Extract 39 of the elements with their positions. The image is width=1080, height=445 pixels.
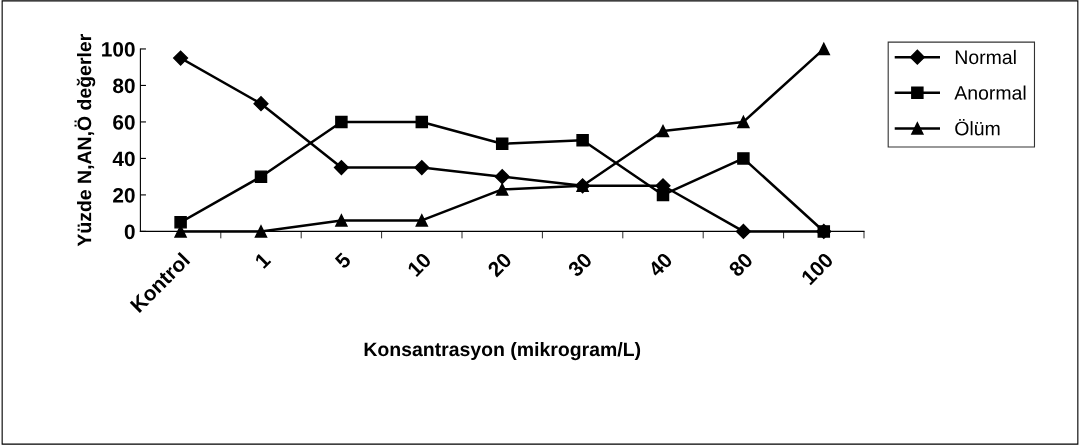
y-tick-label: 0 <box>124 224 135 240</box>
x-axis-title: Konsantrasyon (mikrogram/L) <box>364 341 641 361</box>
point <box>414 159 430 176</box>
point <box>254 170 268 183</box>
x-tick-label: 40 <box>647 251 674 278</box>
point <box>335 214 348 227</box>
point <box>495 183 509 196</box>
point <box>737 152 750 165</box>
point <box>335 115 348 129</box>
legend-label: Ölüm <box>955 118 1000 136</box>
point <box>254 225 268 238</box>
y-tick-label: 60 <box>113 114 135 130</box>
point <box>333 159 349 176</box>
point <box>415 214 429 227</box>
y-axis-title: Yüzde N,AN,Ö değerler <box>74 34 96 247</box>
x-tick-label: 5 <box>334 251 352 270</box>
x-tick-label: 100 <box>800 251 835 286</box>
point <box>173 50 189 66</box>
point <box>415 115 429 129</box>
x-tick-label: 20 <box>486 251 513 278</box>
point <box>494 169 510 185</box>
point <box>253 96 269 112</box>
x-tick-label: 80 <box>727 251 754 278</box>
point <box>576 133 589 147</box>
legend-label: Normal <box>955 49 1016 65</box>
point <box>817 42 831 56</box>
y-tick-label: 100 <box>102 41 135 57</box>
x-tick-label: 30 <box>566 251 593 278</box>
point <box>735 223 751 239</box>
x-tick-label: 1 <box>254 251 272 269</box>
y-tick-label: 80 <box>113 78 135 94</box>
point <box>174 216 187 229</box>
point <box>737 115 750 129</box>
x-tick-label: 10 <box>406 251 433 278</box>
y-tick-label: 40 <box>112 151 135 167</box>
point <box>495 137 509 151</box>
point <box>656 124 670 138</box>
y-tick-label: 20 <box>113 187 135 203</box>
legend-label: Anormal <box>954 85 1026 100</box>
